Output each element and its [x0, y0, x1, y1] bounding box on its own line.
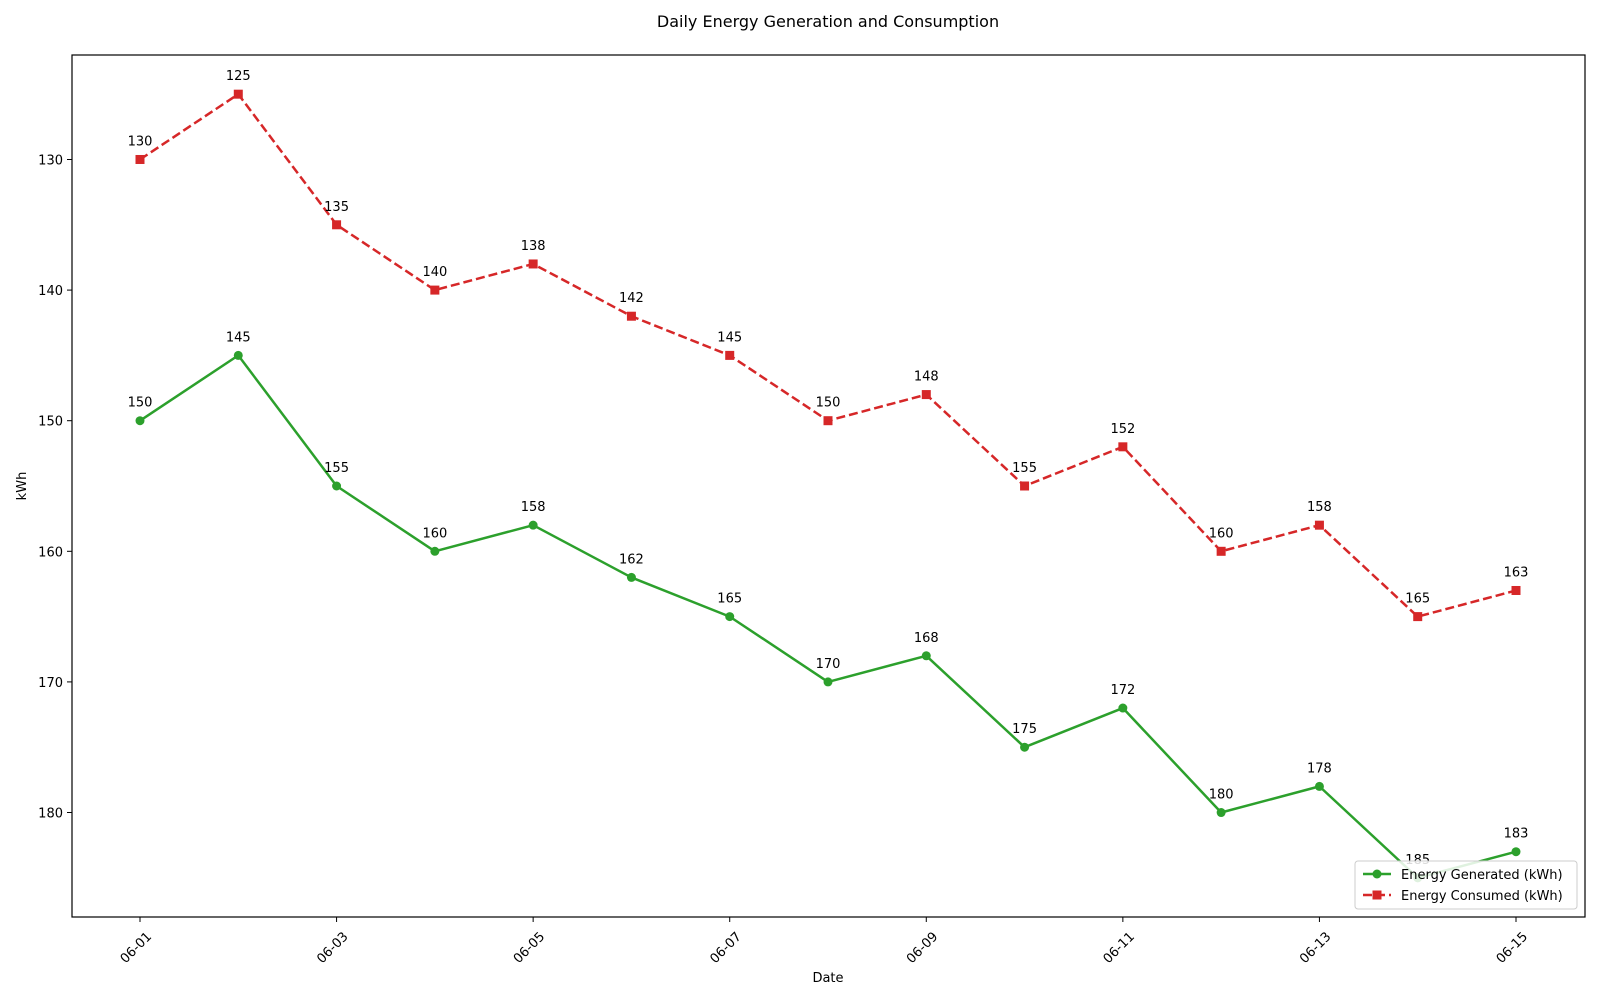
data-point	[430, 285, 440, 295]
data-point	[1314, 781, 1324, 791]
data-point	[1511, 847, 1521, 857]
series-line	[139, 354, 1517, 880]
data-point	[1020, 742, 1030, 752]
data-label: 142	[619, 291, 644, 306]
data-point	[233, 89, 243, 99]
data-point	[430, 546, 440, 556]
data-label: 183	[1504, 827, 1529, 842]
data-point	[921, 651, 931, 661]
legend-label: Energy Consumed (kWh)	[1401, 889, 1563, 904]
plot-area: 150 145 155 160 158 162 165 170 168 175 172 180 178 1…	[128, 69, 1529, 883]
data-label: 170	[816, 657, 841, 672]
data-label: 158	[1307, 500, 1332, 515]
data-point	[233, 350, 243, 360]
data-point	[725, 350, 735, 360]
data-label: 145	[717, 330, 742, 345]
data-point	[823, 677, 833, 687]
data-label: 152	[1110, 422, 1135, 437]
data-label: 158	[521, 500, 546, 515]
data-label: 163	[1504, 565, 1529, 580]
data-label: 148	[914, 370, 939, 385]
chart-title: Daily Energy Generation and Consumption	[657, 12, 999, 31]
y-axis: 130 140 150 160 170 180	[38, 153, 72, 822]
x-tick-label: 06-03	[314, 929, 351, 966]
x-tick-label: 06-01	[118, 929, 155, 966]
data-label: 140	[422, 265, 447, 280]
legend-box	[1354, 860, 1578, 910]
data-point	[1413, 612, 1423, 622]
data-point	[1216, 808, 1226, 818]
y-tick-label: 150	[38, 415, 63, 430]
x-tick-label: 06-05	[511, 929, 548, 966]
data-point	[1314, 520, 1324, 530]
y-tick-label: 160	[38, 545, 63, 560]
data-point	[1216, 546, 1226, 556]
plot-frame	[71, 54, 1586, 918]
y-tick-label: 180	[38, 807, 63, 822]
data-point	[823, 416, 833, 426]
data-label: 178	[1307, 761, 1332, 776]
x-tick-label: 06-07	[707, 929, 744, 966]
data-point	[135, 154, 145, 164]
data-label: 150	[816, 396, 841, 411]
data-label: 175	[1012, 722, 1037, 737]
data-point	[921, 390, 931, 400]
x-tick-label: 06-11	[1101, 929, 1138, 966]
data-label: 125	[226, 69, 251, 84]
y-tick-label: 170	[38, 676, 63, 691]
data-label: 138	[521, 239, 546, 254]
y-tick-label: 130	[38, 153, 63, 168]
series-consumed: 130 125 135 140 138 142 145 150 148 155 152 160 158 1…	[128, 69, 1529, 622]
x-axis-label: Date	[812, 971, 843, 986]
data-point	[528, 259, 538, 269]
data-label: 162	[619, 552, 644, 567]
data-point	[1118, 703, 1128, 713]
data-label: 135	[324, 200, 349, 215]
data-point	[528, 520, 538, 530]
data-label: 155	[1012, 461, 1037, 476]
data-point	[332, 220, 342, 230]
y-tick-label: 140	[38, 284, 63, 299]
data-label: 160	[1209, 526, 1234, 541]
data-label: 160	[422, 526, 447, 541]
data-point	[1020, 481, 1030, 491]
data-label: 180	[1209, 788, 1234, 803]
data-label: 172	[1110, 683, 1135, 698]
data-point	[1118, 442, 1128, 452]
series-line	[139, 92, 1517, 618]
data-label: 155	[324, 461, 349, 476]
data-point	[135, 416, 145, 426]
data-label: 165	[1405, 592, 1430, 607]
y-axis-label: kWh	[15, 472, 30, 501]
data-label: 150	[128, 396, 153, 411]
data-label: 168	[914, 631, 939, 646]
data-label: 165	[717, 592, 742, 607]
data-label: 145	[226, 330, 251, 345]
legend: Energy Generated (kWh) Energy Consumed (k…	[1354, 860, 1578, 910]
legend-marker	[1372, 869, 1382, 879]
data-point	[626, 572, 636, 582]
data-point	[626, 311, 636, 321]
data-point	[1511, 585, 1521, 595]
data-point	[725, 612, 735, 622]
x-tick-label: 06-15	[1494, 929, 1531, 966]
x-tick-label: 06-13	[1297, 929, 1334, 966]
legend-marker	[1372, 890, 1382, 900]
data-label: 130	[128, 134, 153, 149]
data-point	[332, 481, 342, 491]
x-tick-label: 06-09	[904, 929, 941, 966]
series-generated: 150 145 155 160 158 162 165 170 168 175 172 180 178 1…	[128, 330, 1529, 883]
legend-label: Energy Generated (kWh)	[1401, 868, 1563, 883]
x-axis: 06-01 06-03 06-05 06-07 06-09 06-11 06-13 06-15	[118, 917, 1531, 967]
